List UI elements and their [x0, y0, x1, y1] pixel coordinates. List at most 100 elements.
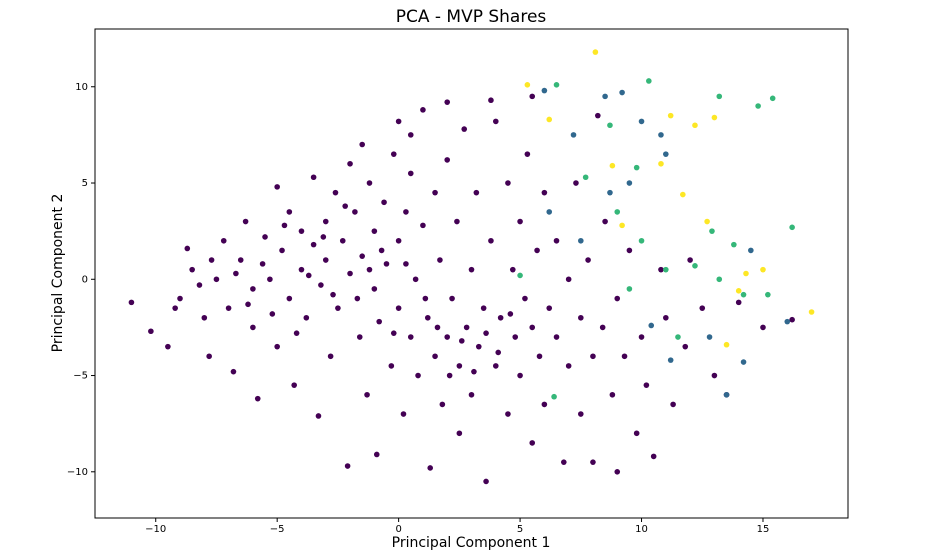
point — [743, 270, 749, 277]
point — [165, 343, 171, 350]
point — [517, 218, 523, 225]
point — [546, 116, 553, 123]
point — [196, 282, 203, 288]
point — [626, 247, 633, 254]
point — [769, 95, 776, 102]
x-tick-label: −5 — [270, 524, 285, 535]
point — [254, 395, 261, 402]
point — [541, 87, 548, 94]
point — [359, 141, 365, 148]
point — [315, 413, 322, 419]
point — [395, 118, 402, 125]
point — [366, 180, 373, 186]
point — [458, 338, 465, 344]
point — [128, 299, 135, 306]
point — [609, 391, 616, 398]
point — [551, 393, 557, 400]
point — [541, 401, 548, 408]
point — [269, 311, 276, 317]
point — [619, 89, 625, 96]
point — [582, 174, 589, 181]
point — [225, 305, 232, 311]
point — [395, 237, 402, 244]
point — [512, 334, 519, 340]
point — [298, 266, 305, 273]
point — [723, 341, 730, 348]
point — [330, 291, 336, 298]
point — [388, 363, 395, 369]
point — [784, 318, 791, 325]
point — [420, 107, 426, 113]
point — [354, 295, 361, 302]
point — [546, 305, 553, 311]
point — [716, 276, 723, 283]
point — [614, 468, 621, 475]
point — [376, 318, 382, 325]
point — [444, 157, 451, 163]
point — [592, 49, 599, 55]
point — [242, 218, 249, 225]
point — [342, 203, 348, 209]
point — [565, 363, 572, 369]
point — [434, 324, 441, 331]
point — [553, 334, 560, 340]
point — [585, 257, 591, 263]
point — [626, 180, 633, 186]
point — [536, 353, 543, 360]
point — [716, 93, 723, 100]
point — [522, 295, 528, 302]
point — [553, 237, 560, 244]
point — [310, 241, 317, 248]
point — [250, 286, 256, 292]
point — [439, 401, 446, 408]
point — [590, 459, 596, 465]
point — [765, 291, 771, 298]
point — [220, 237, 227, 244]
point — [201, 314, 208, 321]
point — [177, 295, 183, 302]
point — [473, 189, 480, 196]
point — [748, 247, 754, 254]
point — [412, 276, 419, 283]
point — [422, 295, 429, 302]
point — [578, 411, 584, 417]
point — [427, 465, 434, 471]
point — [709, 228, 715, 234]
point — [356, 334, 363, 340]
point — [619, 222, 625, 229]
point — [352, 209, 358, 215]
point — [488, 97, 494, 104]
point — [529, 440, 536, 446]
point — [335, 305, 341, 311]
point — [322, 257, 329, 263]
y-tick-label: −5 — [73, 371, 88, 382]
point — [565, 276, 572, 283]
point — [332, 189, 339, 196]
point — [492, 118, 499, 125]
x-tick-label: 0 — [395, 524, 401, 535]
point — [298, 228, 305, 234]
point — [407, 170, 414, 177]
y-tick-label: −10 — [67, 467, 88, 478]
point — [480, 305, 487, 311]
point — [390, 151, 397, 157]
point — [475, 343, 482, 350]
point — [497, 314, 504, 321]
point — [633, 164, 640, 171]
point — [456, 430, 463, 437]
point — [573, 180, 579, 186]
point — [638, 237, 645, 244]
point — [400, 411, 407, 417]
point — [731, 241, 737, 248]
point — [607, 122, 613, 129]
point — [658, 132, 664, 138]
point — [507, 311, 514, 317]
point — [723, 391, 730, 398]
point — [432, 189, 438, 196]
point — [347, 160, 353, 167]
point — [529, 324, 536, 331]
point — [407, 334, 414, 340]
point — [663, 314, 669, 321]
point — [250, 324, 256, 331]
